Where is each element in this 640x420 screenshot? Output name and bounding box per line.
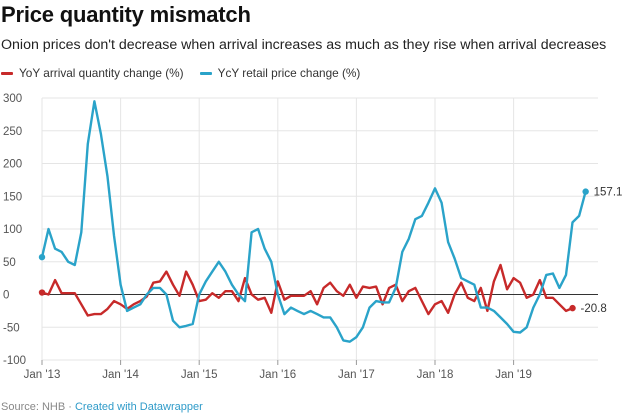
- end-labels: -20.8 157.1: [581, 187, 623, 316]
- x-tick-labels: Jan '13 Jan '14 Jan '15 Jan '16 Jan '17 Jan '…: [24, 369, 532, 381]
- end-label-retail: 157.1: [594, 187, 623, 199]
- y-tick-label: 50: [3, 257, 16, 269]
- credit-link[interactable]: Created with Datawrapper: [74, 401, 203, 413]
- chart-title: Price quantity mismatch: [1, 2, 251, 27]
- x-tick-label: Jan '14: [102, 369, 139, 381]
- chart-subtitle: Onion prices don't decrease when arrival…: [1, 37, 607, 53]
- start-point-arrival: [38, 289, 46, 296]
- x-tick-label: Jan '15: [181, 369, 218, 381]
- x-tick-label: Jan '17: [338, 369, 375, 381]
- x-tick-label: Jan '19: [495, 369, 532, 381]
- legend-swatch-retail: [199, 71, 212, 75]
- grid-lines: [41, 97, 598, 365]
- source-text: Source: NHB ·: [1, 401, 72, 413]
- y-tick-label: 250: [3, 126, 22, 138]
- chart-footer: Source: NHB · Created with Datawrapper: [1, 401, 203, 413]
- legend-item-retail: YcY retail price change (%): [199, 66, 361, 80]
- y-tick-label: 300: [3, 93, 22, 105]
- chart-legend: YoY arrival quantity change (%) YcY reta…: [1, 66, 360, 80]
- legend-label-retail: YcY retail price change (%): [217, 66, 361, 80]
- x-tick-label: Jan '18: [417, 369, 454, 381]
- y-tick-label: 100: [3, 224, 22, 236]
- start-point-retail: [38, 253, 46, 261]
- series-line-retail: [40, 100, 587, 343]
- series-lines: [38, 100, 589, 343]
- end-point-arrival: [569, 304, 576, 312]
- x-tick-label: Jan '13: [24, 369, 61, 381]
- end-point-retail: [582, 188, 589, 195]
- legend-swatch-arrival: [1, 71, 13, 75]
- y-tick-label: 200: [3, 159, 22, 171]
- x-tick-label: Jan '16: [259, 369, 296, 381]
- series-line-arrival: [40, 263, 574, 317]
- y-tick-labels: 300 250 200 150 100 50 0 -50 -100: [3, 93, 26, 367]
- y-tick-label: -50: [3, 322, 20, 334]
- y-tick-label: 0: [3, 290, 9, 302]
- y-tick-label: -100: [3, 355, 26, 367]
- y-tick-label: 150: [3, 191, 22, 203]
- legend-label-arrival: YoY arrival quantity change (%): [19, 66, 184, 80]
- legend-item-arrival: YoY arrival quantity change (%): [1, 66, 184, 80]
- end-label-arrival: -20.8: [581, 303, 607, 315]
